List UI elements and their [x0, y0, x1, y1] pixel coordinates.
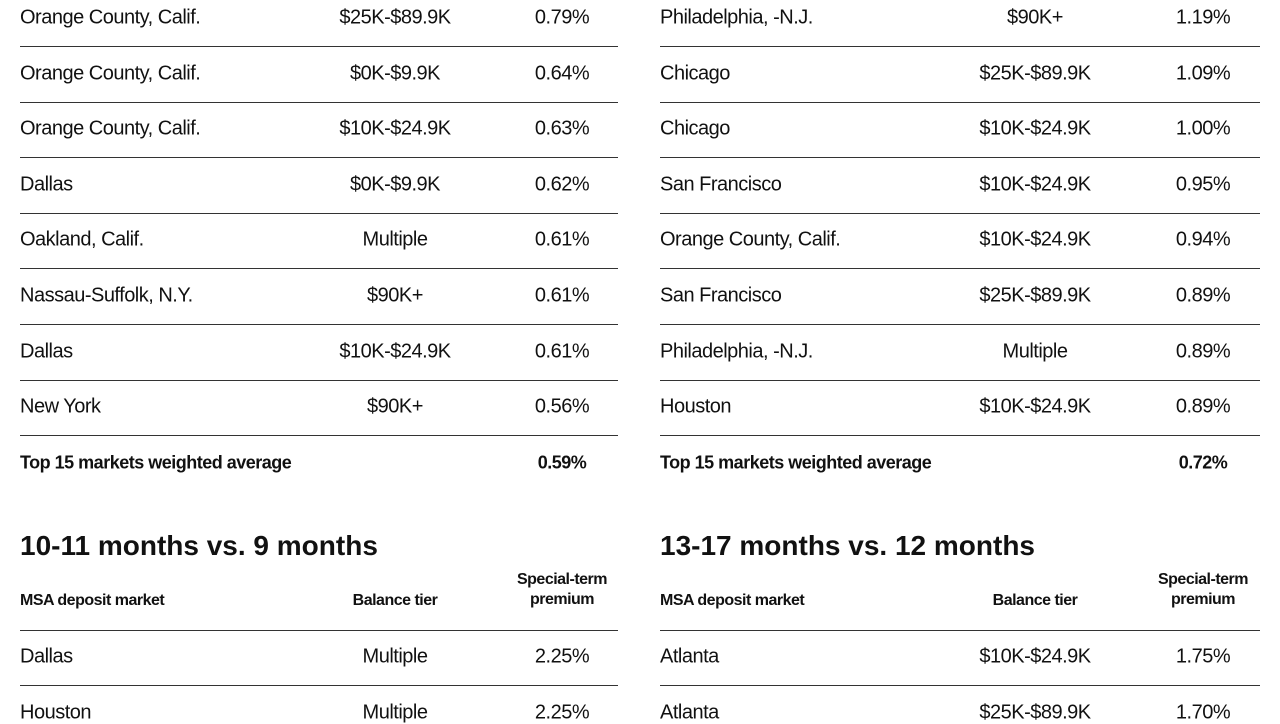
balance-tier: $10K-$24.9K: [979, 117, 1091, 140]
premium: 0.89%: [1175, 284, 1231, 307]
market: Dallas: [20, 173, 73, 196]
market: Atlanta: [660, 701, 719, 724]
premium: 0.94%: [1175, 228, 1231, 251]
balance-tier: $25K-$89.9K: [979, 701, 1091, 724]
premium: 0.63%: [534, 117, 590, 140]
balance-tier: $25K-$89.9K: [979, 284, 1091, 307]
premium: 1.70%: [1175, 701, 1231, 724]
balance-tier: $25K-$89.9K: [979, 62, 1091, 85]
total-label: Top 15 markets weighted average: [20, 452, 292, 473]
row-rule: [660, 101, 1260, 103]
premium: 2.25%: [534, 701, 590, 724]
section-title: 10-11 months vs. 9 months: [20, 530, 378, 561]
market: Orange County, Calif.: [20, 6, 201, 29]
balance-tier: $90K+: [367, 395, 423, 418]
row-rule: [20, 268, 618, 270]
row-rule: [20, 379, 618, 381]
row-rule: [20, 101, 618, 103]
row-rule: [20, 630, 618, 631]
row-rule: [20, 157, 618, 159]
market: San Francisco: [660, 173, 782, 196]
column-header: MSA deposit market: [20, 592, 165, 609]
row-rule: [660, 685, 1260, 686]
premium: 1.75%: [1175, 645, 1231, 668]
premium: 0.95%: [1175, 173, 1231, 196]
total-label: Top 15 markets weighted average: [660, 452, 932, 473]
balance-tier: Multiple: [1002, 340, 1068, 363]
market: Dallas: [20, 645, 73, 668]
premium: 0.79%: [534, 6, 590, 29]
premium: 0.61%: [534, 228, 590, 251]
premium: 1.19%: [1175, 6, 1231, 29]
row-rule: [20, 435, 618, 437]
premium: 1.09%: [1175, 62, 1231, 85]
balance-tier: $90K+: [1007, 6, 1063, 29]
balance-tier: Multiple: [362, 645, 428, 668]
balance-tier: Multiple: [362, 228, 428, 251]
market: Orange County, Calif.: [20, 62, 201, 85]
market: Dallas: [20, 340, 73, 363]
row-rule: [660, 157, 1260, 159]
balance-tier: $0K-$9.9K: [349, 62, 441, 85]
premium: 0.56%: [534, 395, 590, 418]
row-rule: [20, 685, 618, 686]
column-header: Balance tier: [992, 592, 1078, 609]
market: Houston: [660, 395, 732, 418]
premium: 0.89%: [1175, 395, 1231, 418]
row-rule: [660, 46, 1260, 47]
total-value: 0.59%: [537, 452, 587, 473]
balance-tier: Multiple: [362, 701, 428, 724]
column-header: MSA deposit market: [660, 592, 805, 609]
row-rule: [20, 324, 618, 325]
balance-tier: $0K-$9.9K: [349, 173, 441, 196]
row-rule: [660, 379, 1260, 381]
row-rule: [660, 268, 1260, 270]
market: Atlanta: [660, 645, 719, 668]
market: Orange County, Calif.: [20, 117, 201, 140]
balance-tier: $10K-$24.9K: [339, 117, 451, 140]
premium: 0.61%: [534, 340, 590, 363]
balance-tier: $10K-$24.9K: [979, 395, 1091, 418]
market: Chicago: [660, 117, 730, 140]
section-title: 13-17 months vs. 12 months: [660, 530, 1036, 561]
market: San Francisco: [660, 284, 782, 307]
balance-tier: $10K-$24.9K: [339, 340, 451, 363]
market: Houston: [20, 701, 92, 724]
balance-tier: $10K-$24.9K: [979, 173, 1091, 196]
premium: 0.61%: [534, 284, 590, 307]
row-rule: [660, 435, 1260, 437]
column-header: Balance tier: [352, 592, 438, 609]
premium: 0.64%: [534, 62, 590, 85]
market: Philadelphia, -N.J.: [660, 340, 813, 363]
row-rule: [660, 630, 1260, 631]
balance-tier: $10K-$24.9K: [979, 645, 1091, 668]
row-rule: [660, 212, 1260, 214]
market: Philadelphia, -N.J.: [660, 6, 813, 29]
column-header: Special-term premium: [1157, 571, 1249, 608]
balance-tier: $90K+: [367, 284, 423, 307]
row-rule: [660, 324, 1260, 325]
premium: 0.62%: [534, 173, 590, 196]
column-header: Special-term premium: [516, 571, 608, 608]
premium: 1.00%: [1175, 117, 1231, 140]
row-rule: [20, 46, 618, 47]
premium: 2.25%: [534, 645, 590, 668]
market: Orange County, Calif.: [660, 228, 841, 251]
market: Nassau-Suffolk, N.Y.: [20, 284, 193, 307]
premium: 0.89%: [1175, 340, 1231, 363]
market: Chicago: [660, 62, 730, 85]
balance-tier: $25K-$89.9K: [339, 6, 451, 29]
market: Oakland, Calif.: [20, 228, 144, 251]
balance-tier: $10K-$24.9K: [979, 228, 1091, 251]
row-rule: [20, 212, 618, 214]
market: New York: [20, 395, 101, 418]
total-value: 0.72%: [1178, 452, 1228, 473]
